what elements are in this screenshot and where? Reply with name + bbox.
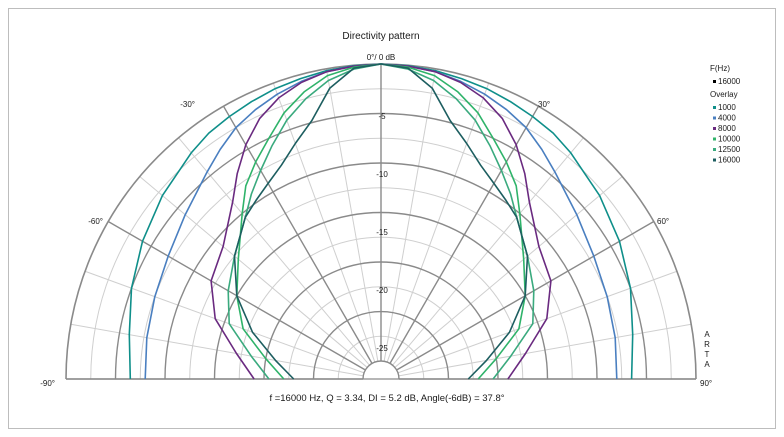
polar-curves [128, 63, 634, 380]
grid-arc-major [213, 211, 549, 380]
legend-item-label: 4000 [718, 114, 736, 123]
angle-label-minus30: -30° [180, 100, 195, 109]
legend-overlay-title: Overlay [710, 90, 738, 99]
legend-swatch [713, 106, 716, 109]
grid-arc-major [114, 112, 648, 380]
grid-arc-major [312, 310, 450, 380]
legend-item-label: 8000 [718, 124, 736, 133]
db-label: -25 [376, 344, 388, 353]
legend-swatch [713, 116, 716, 120]
side-label-letter: R [704, 340, 710, 349]
angle-label-minus90: -90° [40, 379, 55, 388]
chart-title: Directivity pattern [342, 31, 419, 42]
side-label-letter: T [705, 350, 710, 359]
legend-swatch [713, 158, 716, 162]
series-line-16000 [233, 63, 529, 380]
legend-item-label: 10000 [718, 135, 741, 144]
side-label-letter: A [704, 330, 710, 339]
summary-text: f =16000 Hz, Q = 3.34, DI = 5.2 dB, Angl… [269, 393, 504, 404]
legend-swatch [713, 137, 716, 141]
grid-arc-major [263, 261, 499, 380]
angle-label-plus60: 60° [657, 217, 669, 226]
legend-swatch [713, 148, 716, 151]
legend-item-label: 1000 [718, 103, 736, 112]
angle-label-plus90: 90° [700, 379, 712, 388]
db-label: -20 [376, 286, 388, 295]
legend-swatch [713, 80, 716, 83]
legend-item-label: 16000 [718, 156, 741, 165]
db-label: -10 [376, 170, 388, 179]
db-label: -5 [378, 112, 386, 121]
db-label: -15 [376, 228, 388, 237]
side-label-letter: A [704, 360, 710, 369]
legend-title: F(Hz) [710, 64, 730, 73]
legend-item-label: 12500 [718, 145, 741, 154]
grid-arc-major [362, 360, 400, 380]
polar-chart: Directivity pattern 0°/ 0 dB -30° 30° -6… [40, 31, 741, 404]
grid-arc-major [164, 162, 598, 380]
angle-label-plus30: 30° [538, 100, 550, 109]
side-label: A R T A [704, 330, 710, 369]
angle-label-top: 0°/ 0 dB [367, 53, 396, 62]
legend-current-label: 16000 [718, 77, 741, 86]
chart-frame: Directivity pattern 0°/ 0 dB -30° 30° -6… [8, 8, 776, 429]
legend-swatch [713, 127, 716, 130]
angle-label-minus60: -60° [88, 217, 103, 226]
